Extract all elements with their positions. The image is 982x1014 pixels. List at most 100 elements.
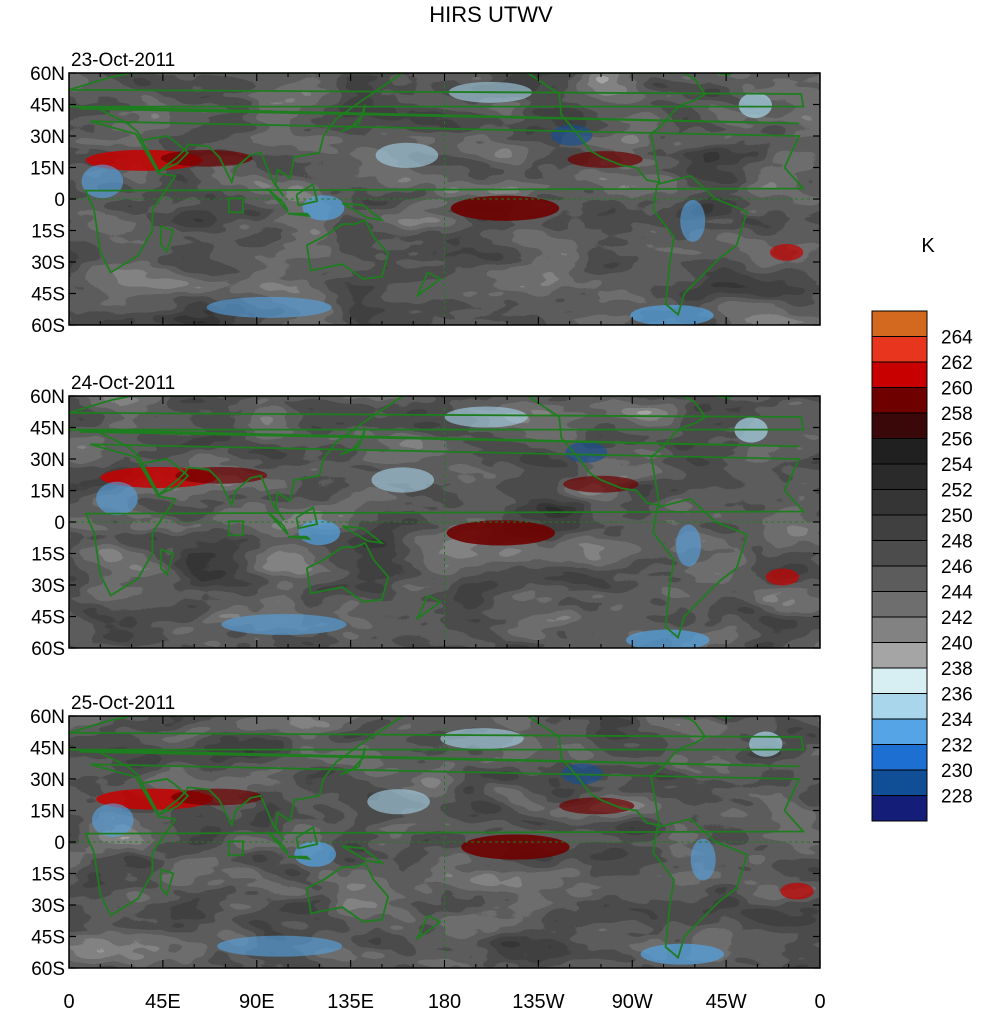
field-patch (367, 789, 430, 815)
colorbar-label: 236 (941, 685, 973, 706)
field-patch (206, 296, 332, 318)
x-tick-label: 45W (706, 991, 747, 1013)
y-tick-label: 15N (30, 802, 65, 823)
coastline (305, 541, 390, 603)
field-patch (175, 466, 268, 484)
coastline (295, 182, 319, 207)
field-patch (676, 524, 702, 567)
colorbar-label: 260 (941, 379, 973, 400)
map-panel: 24-Oct-2011 60N 45N 30N 15N 0 15S 30S 45S 60S (30, 373, 821, 660)
field-patch (298, 519, 341, 546)
colorbar-label: 256 (941, 430, 973, 451)
x-tick-label: 45E (145, 991, 181, 1013)
coastline (652, 497, 749, 640)
coastline (266, 830, 289, 856)
field-patch (461, 834, 570, 860)
y-tick-label: 45N (30, 419, 65, 440)
colorbar-swatch (871, 718, 928, 745)
box-marker (227, 840, 244, 857)
coastline (84, 763, 806, 917)
colorbar-swatch (871, 489, 928, 516)
coastline (266, 187, 289, 213)
y-tick-label: 0 (54, 513, 65, 534)
colorbar-swatch (871, 336, 928, 363)
colorbar-label: 246 (941, 557, 973, 578)
colorbar-swatch (871, 463, 928, 490)
field-patch (221, 613, 347, 635)
coastline (652, 817, 749, 960)
panel-date-label: 23-Oct-2011 (71, 50, 175, 71)
colorbar-label: 228 (941, 787, 973, 808)
y-tick-label: 60N (30, 64, 65, 85)
colorbar-swatch (871, 387, 928, 414)
colorbar-swatch (871, 310, 928, 337)
colorbar-label: 234 (941, 710, 973, 731)
x-tick-label: 135E (327, 991, 374, 1013)
coastline (287, 212, 312, 217)
colorbar-label: 238 (941, 659, 973, 680)
y-tick-label: 15N (30, 482, 65, 503)
coastline (159, 225, 175, 254)
colorbar-swatch (871, 693, 928, 720)
coastline (415, 271, 442, 299)
coastline (715, 73, 733, 77)
field-patch (690, 838, 716, 881)
colorbar-label: 248 (941, 532, 973, 553)
x-tick-label: 90E (239, 991, 275, 1013)
y-tick-label: 30S (31, 576, 65, 597)
colorbar-label: 250 (941, 506, 973, 527)
y-tick-label: 45S (31, 608, 65, 629)
field-patch (630, 304, 714, 325)
coastline (287, 535, 312, 540)
field-patch (444, 406, 528, 428)
y-tick-label: 30N (30, 127, 65, 148)
colorbar-swatch (871, 361, 928, 388)
field-patch (749, 731, 783, 757)
coastline (469, 396, 707, 507)
x-tick-label: 90W (612, 991, 653, 1013)
coastline (339, 427, 367, 456)
colorbar-swatch (871, 438, 928, 465)
coastline (287, 855, 312, 860)
y-tick-label: 30S (31, 896, 65, 917)
coastline (341, 202, 386, 222)
field-patch (765, 568, 800, 586)
colorbar-label: 258 (941, 404, 973, 425)
x-tick-label: 0 (63, 991, 74, 1013)
colorbar-swatch (871, 514, 928, 541)
colorbar-swatch (871, 769, 928, 796)
map-panel: 23-Oct-2011 60N 45N 30N 15N 0 15S 30S 45S 60S (30, 50, 821, 337)
coastline (141, 135, 190, 173)
field-patch (680, 199, 706, 242)
coastline (159, 548, 175, 577)
colorbar-label: 252 (941, 481, 973, 502)
field-patch (450, 195, 560, 221)
colorbar-swatch (871, 591, 928, 618)
field-patch (440, 728, 524, 750)
colorbar-swatch (871, 412, 928, 439)
coastline (305, 861, 390, 923)
coastline (415, 594, 442, 622)
field-patch (371, 467, 435, 493)
coastline (339, 104, 367, 133)
y-tick-label: 0 (54, 190, 65, 211)
coastline (715, 396, 733, 400)
colorbar-label: 264 (941, 328, 973, 349)
field-patch (160, 149, 253, 167)
y-tick-label: 60S (31, 639, 65, 660)
colorbar-label: 240 (941, 634, 973, 655)
coastline (469, 73, 707, 184)
coastline (295, 825, 319, 850)
coastline (305, 218, 390, 280)
y-tick-label: 60N (30, 387, 65, 408)
y-tick-label: 60S (31, 316, 65, 337)
field-patch (559, 797, 635, 815)
x-tick-label: 135W (512, 991, 564, 1013)
colorbar-label: 232 (941, 736, 973, 757)
y-tick-label: 30S (31, 253, 65, 274)
y-tick-label: 45S (31, 928, 65, 949)
map-panel: 25-Oct-2011 60N 45N 30N 15N 0 15S 30S 45S 60S (30, 693, 821, 980)
colorbar-swatch (871, 795, 928, 822)
y-tick-label: 30N (30, 450, 65, 471)
